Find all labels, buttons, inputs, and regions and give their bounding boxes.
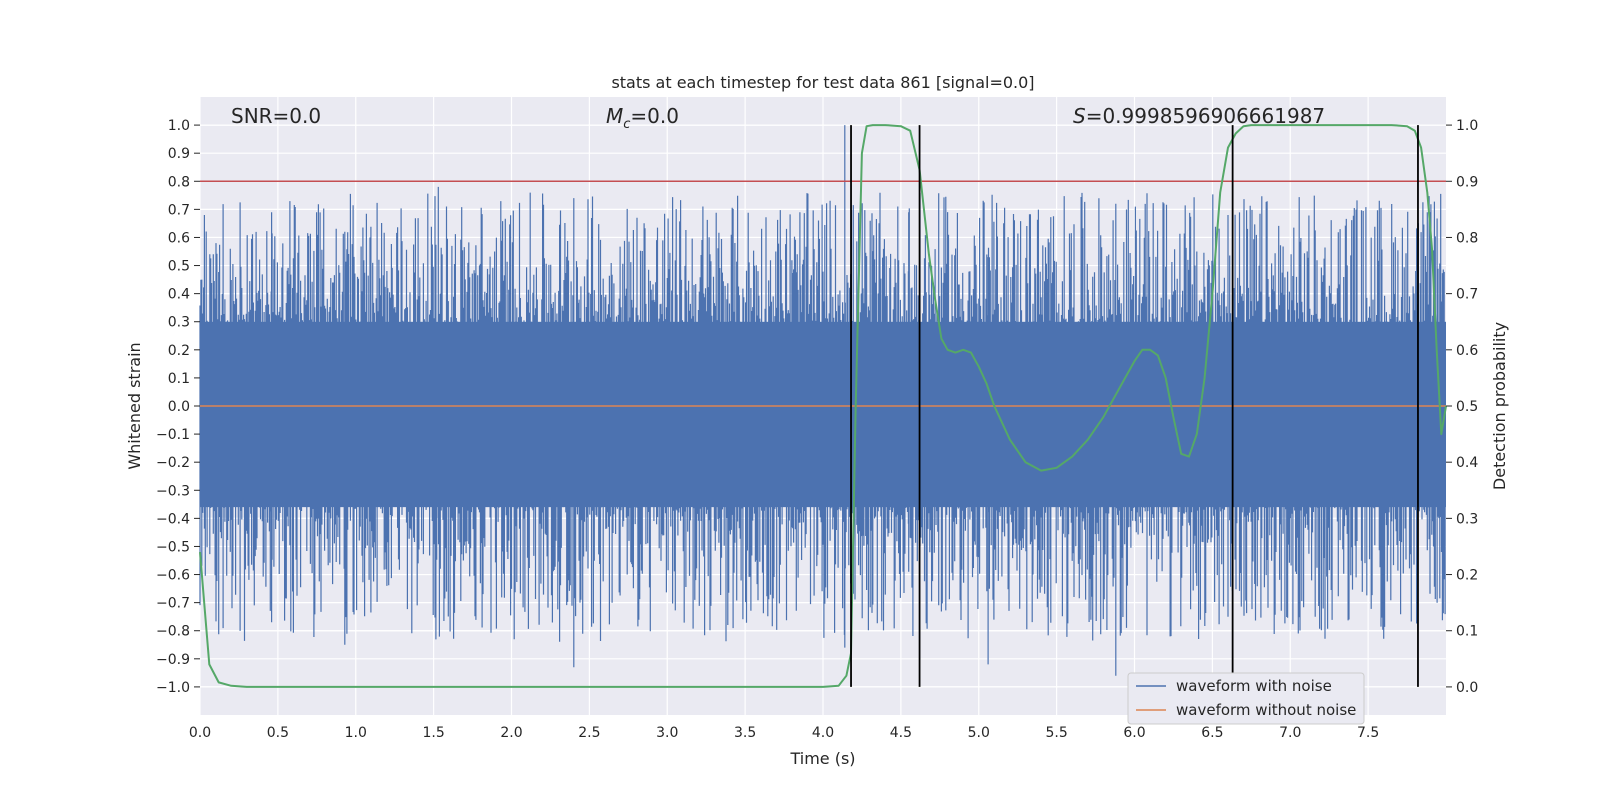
x-tick-label: 0.5 bbox=[267, 725, 289, 741]
s-symbol: S bbox=[1073, 104, 1086, 128]
y-right-tick-label: 0.3 bbox=[1456, 511, 1478, 527]
x-tick-label: 4.5 bbox=[890, 725, 912, 741]
y-right-axis-label: Detection probability bbox=[1490, 322, 1509, 490]
y-right-tick-label: 0.0 bbox=[1456, 680, 1478, 696]
y-right-tick-label: 0.8 bbox=[1456, 230, 1478, 246]
x-axis-ticks: 0.0 0.5 1.0 1.5 2.0 2.5 3.0 3.5 4.0 4.5 5.0 5.5 6.0 6… bbox=[189, 725, 1379, 741]
x-tick-label: 1.5 bbox=[422, 725, 444, 741]
s-annotation: S=0.9998596906661987 bbox=[1073, 104, 1325, 128]
s-value: =0.9998596906661987 bbox=[1086, 104, 1325, 128]
x-tick-label: 5.0 bbox=[968, 725, 990, 741]
y-tick-label: −1.0 bbox=[156, 680, 190, 696]
y-right-tick-label: 1.0 bbox=[1456, 118, 1478, 134]
y-tick-label: −0.8 bbox=[156, 624, 190, 640]
y-tick-label: 0.3 bbox=[168, 315, 190, 331]
y-tick-label: −0.2 bbox=[156, 455, 190, 471]
y-tick-label: 0.5 bbox=[168, 259, 190, 275]
x-axis-label: Time (s) bbox=[789, 749, 855, 768]
x-tick-label: 4.0 bbox=[812, 725, 834, 741]
y-tick-label: −0.3 bbox=[156, 483, 190, 499]
mc-annotation: Mc=0.0 bbox=[606, 104, 679, 132]
y-tick-label: −0.5 bbox=[156, 539, 190, 555]
y-tick-label: 0.2 bbox=[168, 343, 190, 359]
legend-label-noise: waveform with noise bbox=[1176, 677, 1332, 695]
y-right-tick-label: 0.5 bbox=[1456, 399, 1478, 415]
snr-annotation: SNR=0.0 bbox=[231, 104, 321, 128]
y-tick-label: 0.7 bbox=[168, 202, 190, 218]
y-right-tick-label: 0.2 bbox=[1456, 568, 1478, 584]
vertical-markers bbox=[850, 125, 1419, 687]
y-tick-label: −0.9 bbox=[156, 652, 190, 668]
legend: waveform with noise waveform without noi… bbox=[1127, 672, 1365, 725]
y-tick-label: −0.1 bbox=[156, 427, 190, 443]
y-tick-label: −0.6 bbox=[156, 568, 190, 584]
x-tick-label: 5.5 bbox=[1045, 725, 1067, 741]
y-right-tick-label: 0.6 bbox=[1456, 343, 1478, 359]
x-tick-label: 2.0 bbox=[500, 725, 522, 741]
chart-title: stats at each timestep for test data 861… bbox=[611, 73, 1034, 92]
y-tick-label: −0.7 bbox=[156, 596, 190, 612]
y-tick-label: 0.9 bbox=[168, 146, 190, 162]
x-tick-label: 7.0 bbox=[1279, 725, 1301, 741]
y-tick-label: 0.1 bbox=[168, 371, 190, 387]
y-tick-label: 0.8 bbox=[168, 174, 190, 190]
x-tick-label: 3.5 bbox=[734, 725, 756, 741]
x-tick-label: 2.5 bbox=[578, 725, 600, 741]
y-right-tick-label: 0.4 bbox=[1456, 455, 1478, 471]
x-tick-label: 3.0 bbox=[656, 725, 678, 741]
y-right-axis-ticks: 1.0 0.9 0.8 0.7 0.6 0.5 0.4 0.3 0.2 0.1 0.0 bbox=[1446, 118, 1478, 696]
mc-symbol: M bbox=[606, 104, 623, 128]
mc-subscript: c bbox=[623, 117, 630, 132]
y-axis-ticks: 1.0 0.9 0.8 0.7 0.6 0.5 0.4 0.3 0.2 0.1 0.0 −0.1 −0.… bbox=[156, 118, 200, 696]
y-tick-label: 0.6 bbox=[168, 230, 190, 246]
y-tick-label: 0.0 bbox=[168, 399, 190, 415]
waveform-with-noise-spikes bbox=[199, 125, 1446, 676]
mc-value: =0.0 bbox=[630, 104, 679, 128]
x-tick-label: 0.0 bbox=[189, 725, 211, 741]
x-tick-label: 6.5 bbox=[1201, 725, 1223, 741]
legend-box bbox=[1127, 672, 1365, 725]
probability-curve bbox=[199, 124, 1447, 688]
x-tick-label: 6.0 bbox=[1123, 725, 1145, 741]
y-right-tick-label: 0.7 bbox=[1456, 287, 1478, 303]
y-tick-label: −0.4 bbox=[156, 511, 190, 527]
x-tick-label: 1.0 bbox=[345, 725, 367, 741]
noise-spike-path bbox=[199, 125, 1446, 676]
y-tick-label: 1.0 bbox=[168, 118, 190, 134]
legend-label-clean: waveform without noise bbox=[1176, 701, 1356, 719]
y-tick-label: 0.4 bbox=[168, 287, 190, 303]
y-right-tick-label: 0.9 bbox=[1456, 174, 1478, 190]
x-tick-label: 7.5 bbox=[1357, 725, 1379, 741]
detection-probability-series bbox=[199, 124, 1447, 688]
y-axis-label: Whitened strain bbox=[125, 342, 144, 469]
y-right-tick-label: 0.1 bbox=[1456, 624, 1478, 640]
